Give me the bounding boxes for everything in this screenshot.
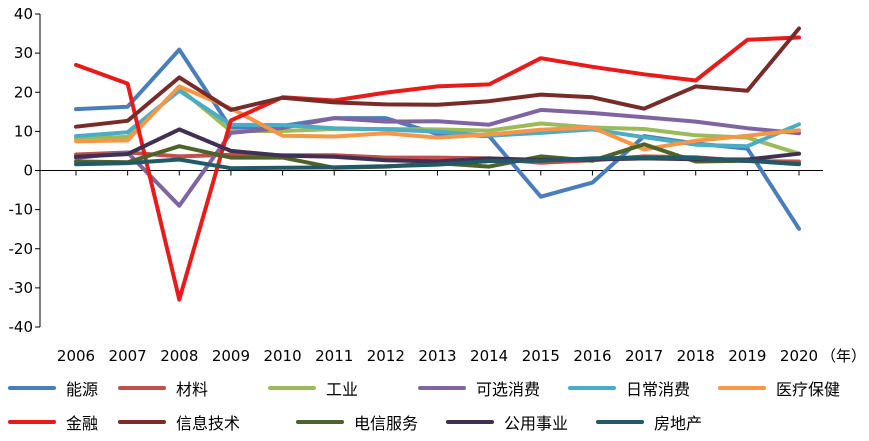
y-tick-label: -20 xyxy=(9,240,34,258)
legend-label: 工业 xyxy=(326,380,359,399)
legend-swatch xyxy=(8,420,56,424)
legend-item: 公用事业 xyxy=(446,410,568,434)
legend-label: 金融 xyxy=(66,414,99,433)
legend-label: 房地产 xyxy=(654,414,703,433)
legend-item: 日常消费 xyxy=(568,376,690,400)
legend-item: 金融 xyxy=(8,410,98,434)
x-tick-label: 2010 xyxy=(263,347,301,365)
legend-label: 信息技术 xyxy=(176,414,241,433)
series-line-10 xyxy=(74,155,801,171)
legend-swatch xyxy=(296,420,344,424)
series-lines xyxy=(74,26,801,302)
x-tick-label: 2013 xyxy=(418,347,456,365)
x-tick-label: 2009 xyxy=(212,347,250,365)
legend-label: 材料 xyxy=(176,380,209,399)
legend-label: 能源 xyxy=(66,380,99,399)
legend-swatch xyxy=(8,386,56,390)
legend-swatch xyxy=(596,420,644,424)
legend-item: 信息技术 xyxy=(118,410,240,434)
x-unit-label: （年） xyxy=(821,347,866,365)
y-tick-label: -30 xyxy=(9,279,34,297)
x-tick-label: 2020 xyxy=(780,347,818,365)
x-tick-label: 2006 xyxy=(57,347,95,365)
y-tick-label: 40 xyxy=(14,5,33,23)
x-axis: 2006 2007 2008 2009 2010 2011 2012 2013 2014 2015… xyxy=(40,170,866,365)
legend-item: 医疗保健 xyxy=(718,376,840,400)
y-axis: -40 -30 -20 -10 0 10 20 30 40 xyxy=(9,5,41,336)
legend-label: 公用事业 xyxy=(504,414,569,433)
series-line-6 xyxy=(74,35,801,302)
y-tick-label: -40 xyxy=(9,318,34,336)
legend-item: 房地产 xyxy=(596,410,702,434)
legend-swatch xyxy=(268,386,316,390)
legend-swatch xyxy=(118,420,166,424)
y-tick-label: -10 xyxy=(9,201,34,219)
y-tick-label: 20 xyxy=(14,83,33,101)
series-line-5 xyxy=(74,84,801,152)
x-tick-label: 2007 xyxy=(109,347,147,365)
x-tick-label: 2008 xyxy=(160,347,198,365)
x-tick-label: 2018 xyxy=(677,347,715,365)
legend-swatch xyxy=(568,386,616,390)
x-tick-label: 2016 xyxy=(573,347,611,365)
legend: 能源 材料 工业 可选消费 日常消费 医疗保健金融 信息技术 电信服务 公用事业 房地产 xyxy=(0,372,869,441)
legend-label: 电信服务 xyxy=(354,414,419,433)
legend-swatch xyxy=(418,386,466,390)
legend-item: 工业 xyxy=(268,376,358,400)
legend-swatch xyxy=(718,386,766,390)
legend-item: 材料 xyxy=(118,376,208,400)
x-tick-label: 2019 xyxy=(728,347,766,365)
legend-label: 医疗保健 xyxy=(776,380,841,399)
legend-swatch xyxy=(118,386,166,390)
x-tick-label: 2011 xyxy=(315,347,353,365)
x-tick-label: 2017 xyxy=(625,347,663,365)
legend-swatch xyxy=(446,420,494,424)
y-tick-label: 30 xyxy=(14,44,33,62)
x-tick-label: 2014 xyxy=(470,347,508,365)
legend-item: 能源 xyxy=(8,376,98,400)
legend-label: 日常消费 xyxy=(626,380,691,399)
series-line-7 xyxy=(74,26,801,129)
y-tick-label: 10 xyxy=(14,122,33,140)
x-tick-label: 2015 xyxy=(522,347,560,365)
legend-item: 可选消费 xyxy=(418,376,540,400)
legend-item: 电信服务 xyxy=(296,410,418,434)
x-tick-label: 2012 xyxy=(367,347,405,365)
series-line-3 xyxy=(74,107,801,208)
y-tick-label: 0 xyxy=(23,162,33,180)
legend-label: 可选消费 xyxy=(476,380,541,399)
